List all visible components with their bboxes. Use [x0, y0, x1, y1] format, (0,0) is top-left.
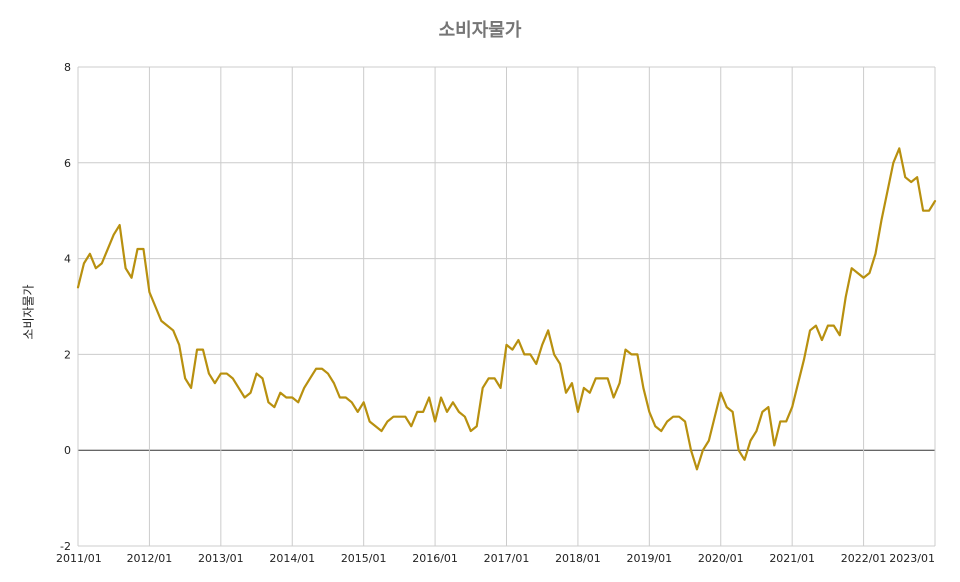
y-tick-label: 0	[64, 444, 71, 457]
x-tick-label: 2017/01	[484, 552, 530, 565]
y-tick-label: 6	[64, 157, 71, 170]
x-tick-label: 2012/01	[127, 552, 173, 565]
x-tick-label: 2014/01	[269, 552, 315, 565]
x-tick-label: 2011/01	[56, 552, 102, 565]
y-tick-label: 8	[64, 61, 71, 74]
x-tick-label: 2020/01	[698, 552, 744, 565]
chart-title: 소비자물가	[438, 20, 522, 41]
grid-layer	[77, 66, 936, 547]
x-tick-label: 2023/01	[889, 552, 935, 565]
x-tick-label: 2013/01	[198, 552, 244, 565]
x-tick-label: 2016/01	[412, 552, 458, 565]
series-layer	[76, 147, 937, 471]
y-tick-label: 2	[64, 348, 71, 361]
y-tick-label: -2	[60, 540, 71, 553]
x-tick-label: 2015/01	[341, 552, 387, 565]
x-tick-label: 2019/01	[626, 552, 672, 565]
x-tick-label: 2018/01	[555, 552, 601, 565]
x-tick-label: 2022/01	[841, 552, 887, 565]
x-tick-label: 2021/01	[769, 552, 815, 565]
axis-layer: -2 0 2 4 6 8 2011/01 2012/01 2013/01 2014/01 2015/…	[56, 61, 935, 565]
y-tick-label: 4	[64, 253, 71, 266]
